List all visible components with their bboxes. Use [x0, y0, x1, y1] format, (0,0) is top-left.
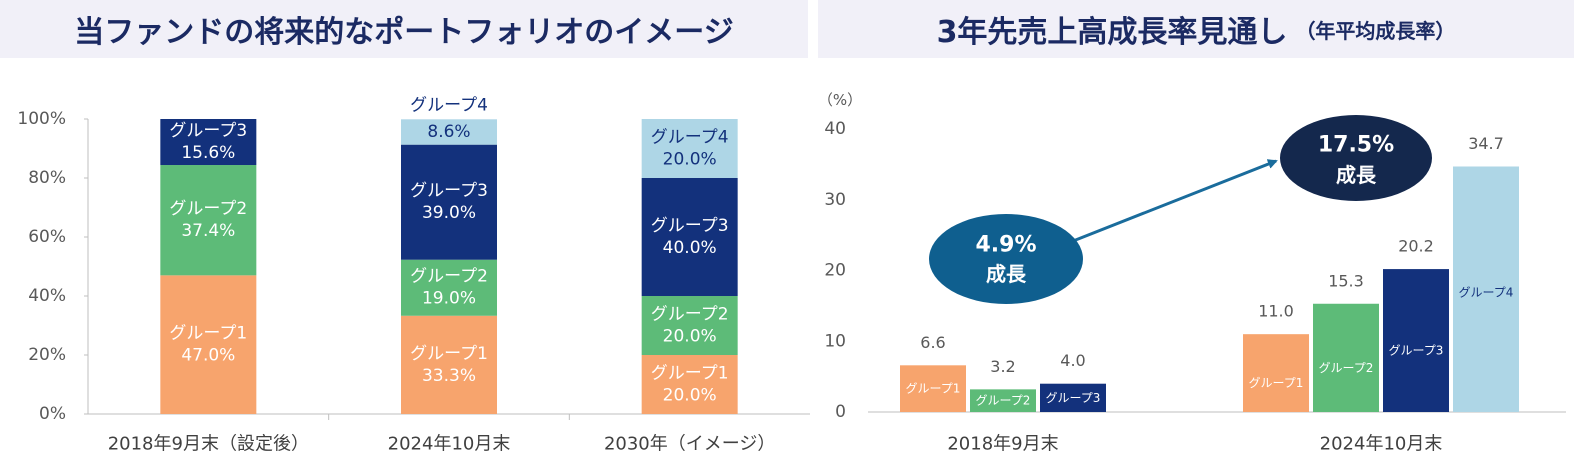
left-series-name-label: グループ1	[410, 344, 488, 364]
left-y-tick-label: 0%	[39, 404, 66, 424]
left-bar-segment	[401, 259, 497, 316]
left-y-tick-label: 20%	[28, 345, 66, 365]
right-bar	[970, 389, 1036, 412]
right-y-tick-label: 20	[824, 261, 846, 281]
right-series-name-label: グループ2	[1319, 361, 1374, 375]
left-bar-segment	[641, 355, 738, 414]
left-series-name-label: グループ2	[169, 199, 247, 219]
right-series-name-label: グループ3	[1389, 344, 1444, 358]
left-series-name-label: グループ2	[410, 267, 488, 287]
right-data-label: 11.0	[1258, 302, 1294, 321]
right-y-tick-label: 0	[835, 402, 846, 422]
left-y-tick-label: 100%	[17, 109, 66, 129]
growth-bubble-2024-label: 成長	[1336, 163, 1377, 187]
right-series-name-label: グループ4	[1459, 285, 1514, 299]
right-x-tick-label: 2024年10月末	[1320, 434, 1443, 455]
left-bar-segment	[401, 315, 497, 414]
right-series-name-label: グループ3	[1046, 391, 1101, 405]
right-data-label: 20.2	[1398, 237, 1434, 256]
right-bar	[1040, 383, 1106, 412]
right-panel-title: 3年先売上高成長率見通し	[936, 15, 1288, 50]
left-bar-segment	[401, 119, 497, 145]
right-data-label: 6.6	[920, 333, 945, 352]
left-data-label: 40.0%	[663, 238, 717, 258]
left-data-label: 20.0%	[663, 150, 717, 170]
growth-bubble-2018-label: 成長	[986, 262, 1027, 286]
left-bar-segment	[641, 119, 738, 178]
right-series-name-label: グループ1	[906, 382, 961, 396]
left-data-label: 20.0%	[663, 327, 717, 347]
left-data-label: 33.3%	[422, 366, 476, 386]
left-x-tick-label: 2024年10月末	[388, 434, 511, 455]
left-series-name-label: グループ4	[651, 128, 729, 148]
right-bar	[900, 365, 966, 412]
left-series-name-label: グループ3	[169, 121, 247, 141]
right-bar	[1453, 166, 1519, 412]
right-y-tick-label: 10	[824, 331, 846, 351]
right-data-label: 3.2	[990, 357, 1015, 376]
left-y-tick-label: 40%	[28, 286, 66, 306]
right-panel-subtitle: （年平均成長率）	[1295, 18, 1456, 43]
right-series-name-label: グループ1	[1249, 376, 1304, 390]
left-x-tick-label: 2030年（イメージ）	[604, 434, 775, 455]
left-x-tick-label: 2018年9月末（設定後）	[108, 434, 309, 455]
left-data-label: 19.0%	[422, 289, 476, 309]
growth-bubble-2024-value: 17.5%	[1318, 133, 1394, 158]
right-y-tick-label: 40	[824, 119, 846, 139]
left-bar-segment	[641, 178, 738, 296]
right-bar	[1313, 303, 1379, 412]
left-data-label: 15.6%	[181, 143, 235, 163]
right-bar	[1383, 269, 1449, 412]
left-series-name-label: グループ4	[410, 95, 488, 115]
right-bar	[1243, 334, 1309, 412]
left-y-tick-label: 60%	[28, 227, 66, 247]
growth-bubble-2018	[929, 214, 1083, 304]
right-panel-header: 3年先売上高成長率見通し （年平均成長率）	[818, 0, 1574, 58]
right-data-label: 4.0	[1060, 351, 1085, 370]
right-data-label: 34.7	[1468, 134, 1504, 153]
growth-arrow	[1067, 159, 1278, 245]
right-data-label: 15.3	[1328, 271, 1364, 290]
right-x-tick-label: 2018年9月末	[947, 434, 1058, 455]
left-panel-header: 当ファンドの将来的なポートフォリオのイメージ	[0, 0, 808, 58]
left-panel-title: 当ファンドの将来的なポートフォリオのイメージ	[74, 15, 734, 50]
left-series-name-label: グループ3	[651, 216, 729, 236]
left-bar-segment	[160, 165, 257, 276]
growth-bubble-2018-value: 4.9%	[975, 233, 1036, 258]
left-series-name-label: グループ1	[651, 364, 729, 384]
left-series-name-label: グループ2	[651, 305, 729, 325]
right-unit-label: （%）	[818, 91, 862, 109]
left-data-label: 20.0%	[663, 386, 717, 406]
left-data-label: 37.4%	[181, 221, 235, 241]
left-series-name-label: グループ1	[169, 324, 247, 344]
left-data-label: 47.0%	[181, 346, 235, 366]
left-series-name-label: グループ3	[410, 181, 488, 201]
left-data-label: 8.6%	[427, 122, 470, 142]
left-bar-segment	[160, 275, 257, 414]
left-bar-segment	[401, 144, 497, 260]
left-y-tick-label: 80%	[28, 168, 66, 188]
right-series-name-label: グループ2	[976, 394, 1031, 408]
growth-bubble-2024	[1280, 115, 1432, 201]
left-bar-segment	[160, 119, 257, 166]
left-data-label: 39.0%	[422, 203, 476, 223]
left-bar-segment	[641, 296, 738, 355]
right-y-tick-label: 30	[824, 190, 846, 210]
